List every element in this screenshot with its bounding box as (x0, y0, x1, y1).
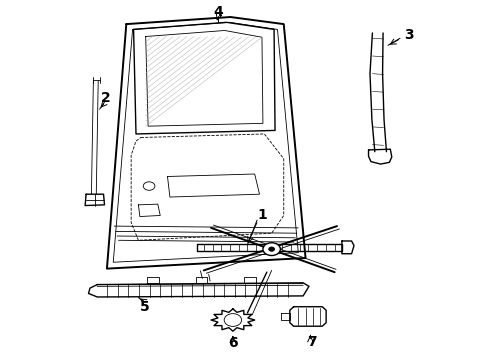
Text: 7: 7 (307, 335, 317, 349)
Text: 1: 1 (257, 208, 267, 222)
Circle shape (263, 243, 280, 256)
Text: 6: 6 (228, 336, 238, 350)
Circle shape (224, 314, 242, 327)
Text: 4: 4 (214, 5, 223, 19)
Circle shape (269, 247, 274, 251)
Text: 2: 2 (101, 91, 111, 105)
Text: 5: 5 (140, 300, 149, 314)
Text: 3: 3 (404, 28, 414, 42)
